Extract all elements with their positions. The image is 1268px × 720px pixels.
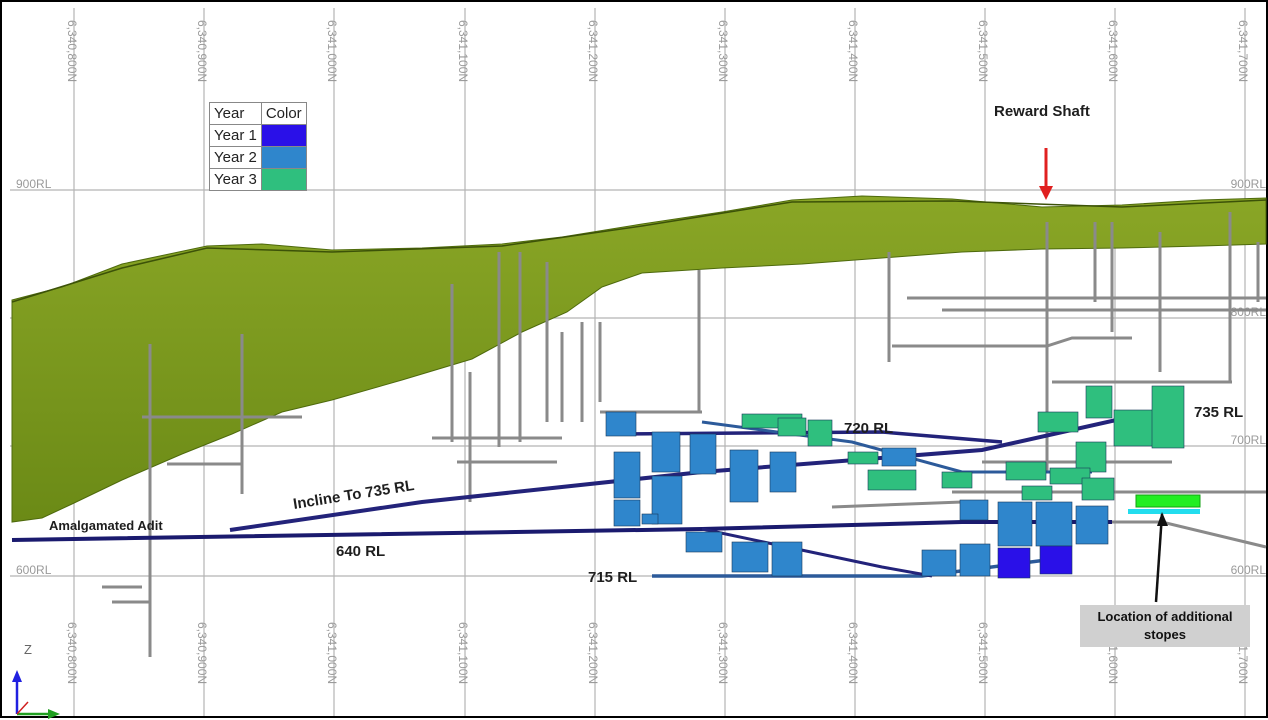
northing-label-top: 6,341,300N <box>716 20 730 82</box>
stope-block <box>959 499 989 521</box>
axis-triad: Z <box>12 642 60 719</box>
stope-block <box>1035 501 1073 547</box>
additional-stopes-block <box>1135 494 1201 508</box>
shaft-arrowhead <box>1039 186 1053 200</box>
rl-label-left: 900RL <box>16 177 52 191</box>
stope-block <box>1021 485 1053 501</box>
stope-block <box>771 541 803 577</box>
northing-label-bottom: 6,340,900N <box>195 622 209 684</box>
legend-year3-label: Year 3 <box>209 168 262 191</box>
stope-block <box>1113 409 1155 447</box>
stope-block <box>729 449 759 503</box>
northing-label-top: 6,341,500N <box>976 20 990 82</box>
northing-label-bottom: 6,341,400N <box>846 622 860 684</box>
northing-label-top: 6,341,200N <box>586 20 600 82</box>
stope-block <box>1085 385 1113 419</box>
stope-block <box>1037 411 1079 433</box>
stope-block <box>1005 461 1047 481</box>
northing-label-bottom: 6,341,200N <box>586 622 600 684</box>
callout-pointer <box>1154 513 1164 603</box>
northing-label-top: 6,340,800N <box>65 20 79 82</box>
northing-label-top: 6,341,400N <box>846 20 860 82</box>
northing-label-top: 6,341,700N <box>1236 20 1250 82</box>
legend-year2-swatch <box>260 146 307 169</box>
stope-block <box>641 513 659 525</box>
legend-header-year: Year <box>209 102 262 125</box>
label-720rl: 720 RL <box>844 420 893 437</box>
label-735rl: 735 RL <box>1194 404 1243 421</box>
stope-block <box>1081 477 1115 501</box>
stope-block <box>685 531 723 553</box>
stope-block <box>881 447 917 467</box>
stope-block <box>997 501 1033 547</box>
stope-block <box>1075 441 1107 473</box>
northing-label-bottom: 6,341,300N <box>716 622 730 684</box>
callout-arrowhead <box>1157 512 1168 526</box>
stope-block <box>847 451 879 465</box>
northing-label-bottom: 6,340,800N <box>65 622 79 684</box>
ground-surface <box>11 195 1267 523</box>
additional-stopes-callout: Location of additional stopes <box>1080 605 1250 647</box>
northing-label-bottom: 6,341,000N <box>325 622 339 684</box>
northing-label-top: 6,341,600N <box>1106 20 1120 82</box>
rl-label-right: 700RL <box>1231 433 1267 447</box>
legend-year2-label: Year 2 <box>209 146 262 169</box>
stope-blocks <box>605 385 1185 579</box>
stope-block <box>941 471 973 489</box>
label-640rl: 640 RL <box>336 543 385 560</box>
stope-block <box>1039 545 1073 575</box>
stope-block <box>613 499 641 527</box>
stope-block <box>777 417 807 437</box>
rl-label-right: 600RL <box>1231 563 1267 577</box>
rl-label-right: 800RL <box>1231 305 1267 319</box>
stope-block <box>689 433 717 475</box>
northing-label-bottom: 6,341,500N <box>976 622 990 684</box>
stope-block <box>769 451 797 493</box>
northing-label-bottom: 6,341,100N <box>456 622 470 684</box>
northing-label-top: 6,340,900N <box>195 20 209 82</box>
stope-block <box>605 411 637 437</box>
legend-year1-swatch <box>260 124 307 147</box>
rl-label-left: 600RL <box>16 563 52 577</box>
rl-label-right: 900RL <box>1231 177 1267 191</box>
northing-label-top: 6,341,100N <box>456 20 470 82</box>
stope-block <box>1049 467 1091 485</box>
label-adit: Amalgamated Adit <box>49 518 163 533</box>
label-reward-shaft: Reward Shaft <box>994 103 1090 120</box>
stope-block <box>867 469 917 491</box>
stope-block <box>651 431 681 473</box>
legend-year1-label: Year 1 <box>209 124 262 147</box>
surface-edge-line <box>11 199 1267 303</box>
legend-header-color: Color <box>260 102 307 125</box>
stope-block <box>1151 385 1185 449</box>
stope-block <box>1075 505 1109 545</box>
year-legend: Year Color Year 1 Year 2 Year 3 <box>209 102 307 191</box>
stope-block <box>921 549 957 577</box>
stope-block <box>997 547 1031 579</box>
northing-label-top: 6,341,000N <box>325 20 339 82</box>
stope-block <box>731 541 769 573</box>
additional-stopes-drive <box>1128 509 1200 514</box>
stope-block <box>807 419 833 447</box>
label-715rl: 715 RL <box>588 569 637 586</box>
stope-block <box>613 451 641 499</box>
legend-year3-swatch <box>260 168 307 191</box>
stope-block <box>959 543 991 577</box>
axis-z-label: Z <box>24 642 32 657</box>
